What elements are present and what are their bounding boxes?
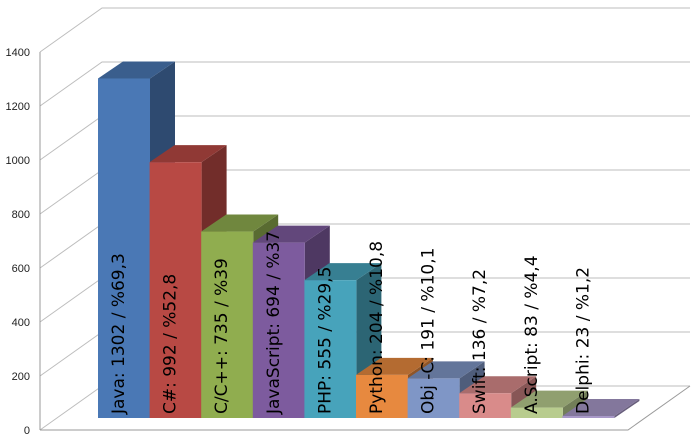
bar-top-6 <box>356 357 433 375</box>
bar-top-8 <box>459 376 537 394</box>
data-label-7: Obj -C: 191 / %10,1 <box>419 248 439 414</box>
bar-9 <box>510 390 588 418</box>
bar-top-10 <box>562 399 640 416</box>
y-tick-label-600: 600 <box>12 263 30 275</box>
y-tick-label-1200: 1200 <box>6 101 30 113</box>
bar-front-5 <box>304 280 357 418</box>
floor-edge <box>40 385 691 431</box>
data-label-9: A.Script: 83 / %4,4 <box>522 255 542 414</box>
bar-top-7 <box>407 361 485 379</box>
bar-side-9 <box>562 390 588 418</box>
bar-top-4 <box>252 225 330 243</box>
bar-front-4 <box>252 242 305 418</box>
y-tick-label-1400: 1400 <box>6 47 30 59</box>
data-label-6: Python: 204 / %10,8 <box>367 241 387 414</box>
bar-front-2 <box>149 162 202 418</box>
bar-side-10 <box>614 399 640 418</box>
gridline-1200 <box>39 61 690 107</box>
y-tick-label-200: 200 <box>12 371 30 383</box>
data-label-5: PHP: 555 / %29,5 <box>315 267 335 414</box>
data-label-8: Swift: 136 / %7,2 <box>470 269 490 414</box>
data-labels: Java: 1302 / %69,3 C#: 992 / %52,8 C/C++: … <box>109 231 593 415</box>
bar-10 <box>562 399 640 418</box>
bar-front-1 <box>98 78 150 419</box>
bar-front-8 <box>459 393 512 418</box>
bar-top-3 <box>201 214 279 232</box>
bar-top-9 <box>510 390 588 408</box>
bar-5 <box>304 263 382 418</box>
bar-front-9 <box>510 407 563 418</box>
bars <box>98 61 640 419</box>
bar-top-2 <box>149 145 227 163</box>
data-label-4: JavaScript: 694 / %37 <box>264 231 284 415</box>
bar-top-5 <box>304 263 382 281</box>
y-tick-label-400: 400 <box>12 317 30 329</box>
y-tick-label-800: 800 <box>12 209 30 221</box>
bar-front-3 <box>201 231 254 418</box>
data-label-3: C/C++: 735 / %39 <box>212 258 232 414</box>
y-tick-label-0: 0 <box>24 425 30 437</box>
data-label-1: Java: 1302 / %69,3 <box>109 253 129 415</box>
bar-front-7 <box>407 378 460 418</box>
bar-front-10 <box>562 416 615 418</box>
y-tick-label-1000: 1000 <box>6 155 30 167</box>
data-label-2: C#: 992 / %52,8 <box>161 274 181 414</box>
data-label-10: Delphi: 23 / %1,2 <box>573 267 593 414</box>
y-axis: 0 200 400 600 800 1000 1200 1400 <box>6 47 691 437</box>
bar-front-6 <box>356 374 408 418</box>
gridline-1400 <box>39 7 690 53</box>
bar-8 <box>459 376 537 418</box>
bar-top-1 <box>98 61 175 79</box>
